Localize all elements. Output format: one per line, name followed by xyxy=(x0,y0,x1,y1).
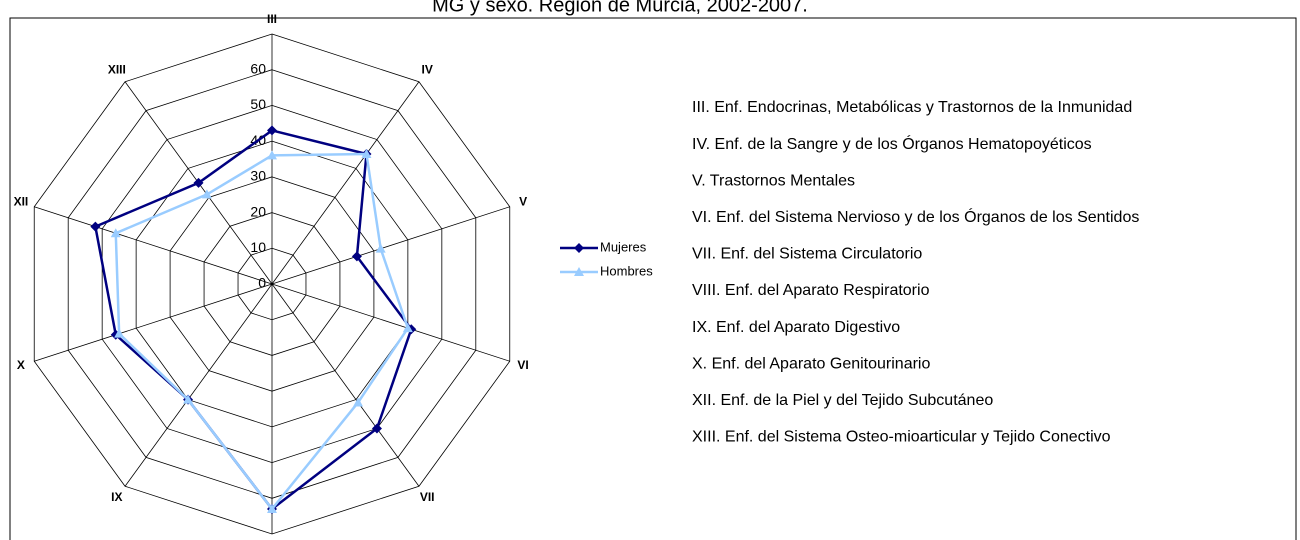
marker xyxy=(183,394,194,404)
category-label: IV xyxy=(422,63,433,77)
y-tick-label: 10 xyxy=(250,239,266,255)
category-label: III xyxy=(267,12,277,26)
category-label: XII xyxy=(14,195,29,209)
marker xyxy=(267,504,277,513)
category-description: V. Trastornos Mentales xyxy=(692,172,855,189)
category-description: IX. Enf. del Aparato Digestivo xyxy=(692,319,900,336)
marker xyxy=(201,189,212,199)
chart-border xyxy=(9,17,1297,540)
category-description: VIII. Enf. del Aparato Respiratorio xyxy=(692,282,930,299)
y-tick-label: 0 xyxy=(258,275,266,291)
spoke xyxy=(34,283,273,362)
category-description: VI. Enf. del Sistema Nervioso y de los Ó… xyxy=(692,207,1139,226)
spoke xyxy=(34,206,273,285)
category-description: X. Enf. del Aparato Genitourinario xyxy=(692,355,930,372)
chart-title: MG y sexo. Región de Murcia, 2002-2007. xyxy=(432,0,808,16)
spoke xyxy=(124,283,273,487)
marker xyxy=(114,328,125,338)
category-label: VII xyxy=(420,490,435,504)
y-tick-label: 30 xyxy=(250,168,266,184)
y-tick-label: 60 xyxy=(250,60,266,76)
marker xyxy=(110,228,121,238)
y-tick-label: 20 xyxy=(250,203,266,219)
marker xyxy=(402,323,413,333)
category-label: IX xyxy=(111,490,122,504)
category-description: XIII. Enf. del Sistema Osteo-mioarticula… xyxy=(692,429,1111,446)
marker xyxy=(267,150,277,160)
category-description: XII. Enf. de la Piel y del Tejido Subcut… xyxy=(692,392,993,409)
spoke xyxy=(271,283,420,487)
spoke xyxy=(271,81,420,285)
marker xyxy=(90,221,101,232)
marker xyxy=(351,251,362,262)
category-label: V xyxy=(519,195,527,209)
category-description: IV. Enf. de la Sangre y de los Órganos H… xyxy=(692,134,1092,153)
legend-label: Hombres xyxy=(600,263,653,278)
marker xyxy=(361,148,372,158)
marker xyxy=(193,177,204,188)
category-label: X xyxy=(17,358,25,372)
marker xyxy=(371,423,382,434)
y-tick-label: 50 xyxy=(250,96,266,112)
category-label: VI xyxy=(517,358,528,372)
category-label: XIII xyxy=(108,63,126,77)
marker xyxy=(353,397,364,407)
category-description: VII. Enf. del Sistema Circulatorio xyxy=(692,246,922,263)
legend-label: Mujeres xyxy=(600,239,647,254)
marker xyxy=(375,243,386,253)
legend-marker xyxy=(574,243,584,253)
spoke xyxy=(271,206,510,285)
legend-marker xyxy=(574,267,584,276)
spoke xyxy=(271,283,510,362)
marker xyxy=(267,125,277,136)
category-description: III. Enf. Endocrinas, Metabólicas y Tras… xyxy=(692,99,1132,116)
